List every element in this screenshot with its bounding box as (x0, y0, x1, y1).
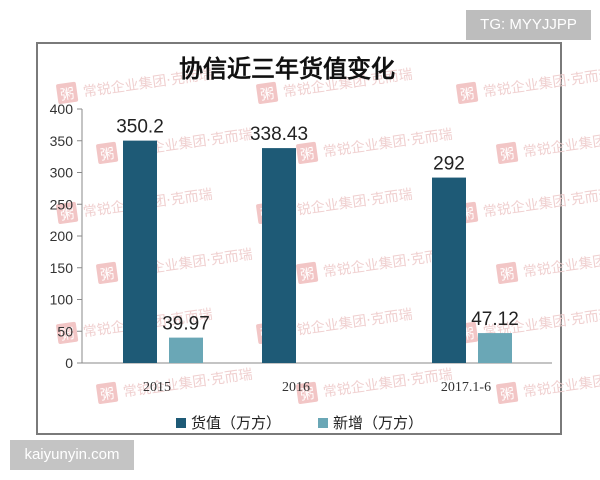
watermark-logo: 粥 (299, 385, 315, 404)
y-tick-label: 150 (50, 260, 74, 276)
watermark-text: 常锐企业集团·克而瑞 (482, 66, 600, 101)
watermark-logo: 粥 (99, 385, 115, 404)
y-tick-label: 300 (50, 165, 74, 181)
x-tick-label: 2015 (143, 380, 171, 395)
watermark-tile: 粥常锐企业集团·克而瑞 (456, 186, 600, 224)
watermark-text: 常锐企业集团·克而瑞 (322, 366, 454, 401)
watermark-logo: 粥 (99, 265, 115, 284)
tg-badge: TG: MYYJJPP (466, 10, 591, 40)
x-tick-label: 2016 (282, 380, 310, 395)
watermark-logo: 粥 (459, 85, 475, 104)
watermark-logo: 粥 (499, 145, 515, 164)
watermark-tile: 粥常锐企业集团·克而瑞 (96, 366, 254, 404)
watermark-text: 常锐企业集团·克而瑞 (282, 306, 414, 341)
watermark-text: 常锐企业集团·克而瑞 (282, 186, 414, 221)
watermark-tile: 粥常锐企业集团·克而瑞 (456, 66, 600, 104)
watermark-text: 常锐企业集团·克而瑞 (522, 366, 600, 401)
y-tick-label: 250 (50, 196, 74, 212)
watermark-logo: 粥 (99, 145, 115, 164)
watermark-text: 常锐企业集团·克而瑞 (482, 186, 600, 221)
y-tick-label: 100 (50, 292, 74, 308)
watermark-logo: 粥 (59, 85, 75, 104)
data-label: 47.12 (471, 309, 519, 330)
watermark-tile: 粥常锐企业集团·克而瑞 (296, 126, 454, 164)
watermark-logo: 粥 (259, 85, 275, 104)
watermark-logo: 粥 (499, 265, 515, 284)
watermark-tile: 粥常锐企业集团·克而瑞 (96, 246, 254, 284)
chart-title: 协信近三年货值变化 (179, 55, 395, 83)
watermark-tile: 粥常锐企业集团·克而瑞 (296, 246, 454, 284)
watermark-tile: 粥常锐企业集团·克而瑞 (496, 366, 600, 404)
y-tick-label: 200 (50, 228, 74, 244)
bar (169, 337, 203, 363)
legend: 货值（万方） 新增（万方） (176, 414, 423, 432)
y-tick-label: 50 (57, 323, 73, 339)
watermark-text: 常锐企业集团·克而瑞 (122, 366, 254, 401)
bar (262, 148, 296, 363)
bar-layer: 350.2 338.43 292 39.97 47.12 (116, 117, 519, 363)
watermark-logo: 粥 (299, 145, 315, 164)
data-label: 292 (433, 154, 465, 175)
data-label: 39.97 (162, 314, 210, 335)
watermark-text: 常锐企业集团·克而瑞 (522, 126, 600, 161)
watermark-tile: 粥常锐企业集团·克而瑞 (496, 126, 600, 164)
bar (478, 333, 512, 363)
legend-swatch (318, 418, 328, 428)
y-tick-label: 400 (50, 101, 74, 117)
x-tick-label: 2017.1-6 (441, 380, 491, 395)
watermark-tile: 粥常锐企业集团·克而瑞 (496, 246, 600, 284)
axis-layer: 0 50 100 150 200 250 300 350 400 2015 2016 2017.1-6 (50, 101, 552, 395)
y-tick-label: 0 (65, 355, 73, 371)
watermark-logo: 粥 (299, 265, 315, 284)
watermark-logo: 粥 (499, 385, 515, 404)
site-badge: kaiyunyin.com (10, 440, 134, 470)
watermark-tile: 粥常锐企业集团·克而瑞 (296, 366, 454, 404)
bar (432, 177, 466, 363)
legend-swatch (176, 418, 186, 428)
data-label: 350.2 (116, 117, 164, 138)
watermark-text: 常锐企业集团·克而瑞 (522, 246, 600, 281)
watermark-logo: 粥 (59, 325, 75, 344)
legend-label: 货值（万方） (191, 414, 281, 432)
legend-label: 新增（万方） (333, 414, 423, 432)
y-tick-label: 350 (50, 133, 74, 149)
watermark-logo: 粥 (59, 205, 75, 224)
data-label: 338.43 (250, 124, 308, 145)
bar (123, 140, 157, 363)
